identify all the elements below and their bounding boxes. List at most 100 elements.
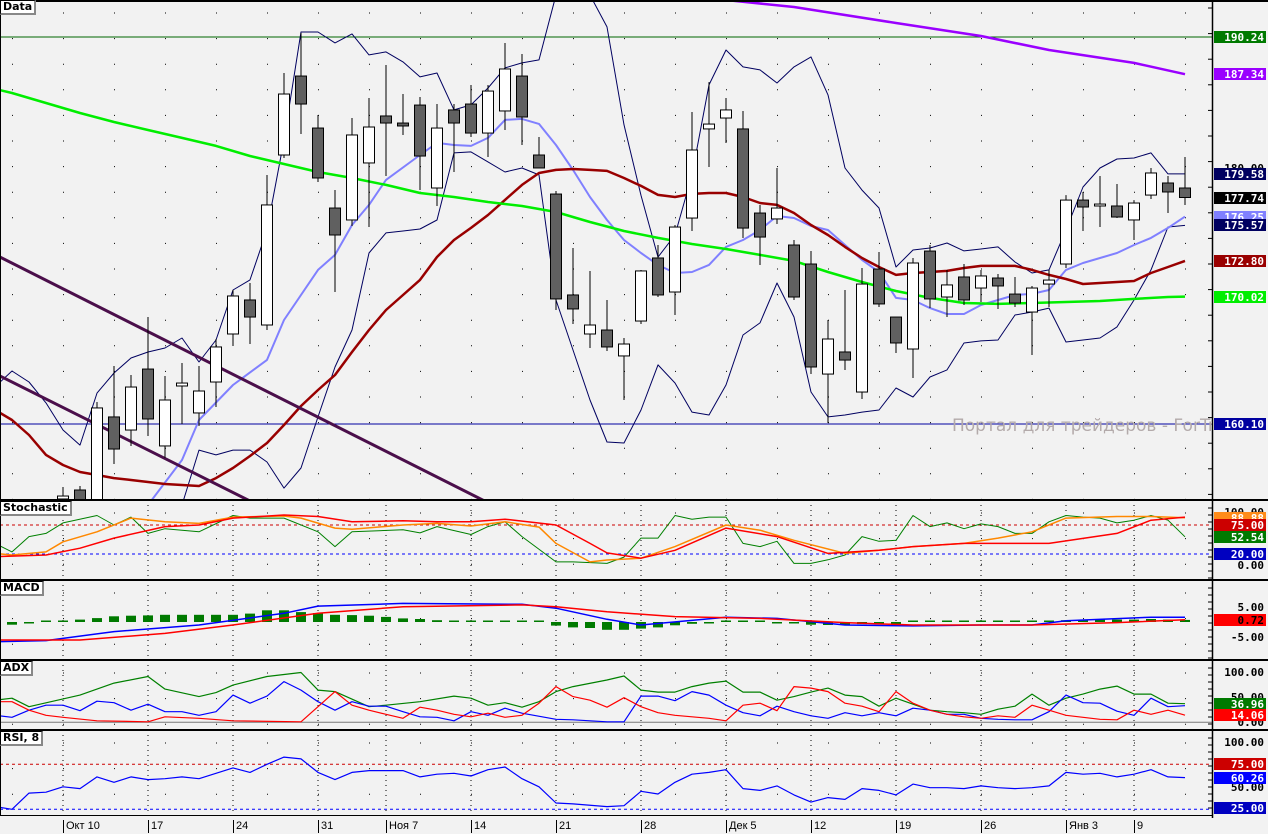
candle[interactable] (584, 270, 596, 348)
candle[interactable] (635, 270, 647, 324)
histogram-bar (721, 620, 731, 622)
candle[interactable] (533, 137, 545, 169)
candle[interactable] (414, 96, 426, 191)
histogram-bar (500, 620, 510, 622)
candle[interactable] (1043, 270, 1055, 308)
candle[interactable] (618, 337, 630, 400)
candle[interactable] (1009, 276, 1021, 308)
candle[interactable] (346, 118, 358, 227)
panel-title-rsi: RSI, 8 (0, 731, 44, 746)
date-tick-label: Окт 10 (63, 820, 100, 833)
histogram-bar (568, 622, 578, 628)
candle[interactable] (159, 375, 171, 459)
candle[interactable] (601, 299, 613, 351)
candle[interactable] (924, 245, 936, 309)
candle[interactable] (703, 82, 715, 167)
candle[interactable] (839, 289, 851, 370)
candle[interactable] (975, 270, 987, 303)
candle-body (856, 283, 868, 393)
candle[interactable] (907, 257, 919, 379)
candle[interactable] (856, 267, 868, 399)
axis-label-price: 179.58 (1214, 167, 1266, 181)
candle[interactable] (805, 251, 817, 375)
candle[interactable] (176, 363, 188, 424)
candle[interactable] (57, 487, 69, 503)
candle[interactable] (193, 365, 205, 427)
candle[interactable] (941, 270, 953, 318)
candle[interactable] (1162, 176, 1174, 214)
candle[interactable] (482, 85, 494, 158)
candle[interactable] (737, 110, 749, 238)
candle-body (210, 346, 222, 383)
candle[interactable] (567, 247, 579, 324)
candle-body (516, 75, 528, 118)
histogram-bar (194, 614, 204, 622)
candle[interactable] (397, 94, 409, 135)
histogram-bar (126, 615, 136, 622)
histogram-bar (58, 620, 68, 622)
candle[interactable] (465, 85, 477, 138)
candle-body (924, 250, 936, 300)
candle[interactable] (499, 43, 511, 130)
histogram-bar (1044, 620, 1054, 622)
candle[interactable] (754, 204, 766, 266)
grid-stochastic (0, 500, 1212, 580)
candle[interactable] (244, 283, 256, 345)
candle[interactable] (1128, 200, 1140, 241)
candle[interactable] (329, 190, 341, 293)
candle[interactable] (1026, 285, 1038, 356)
candle[interactable] (822, 319, 834, 423)
candle[interactable] (1145, 167, 1157, 200)
candle[interactable] (1179, 157, 1191, 205)
candle[interactable] (992, 274, 1004, 309)
candle[interactable] (210, 338, 222, 408)
candle[interactable] (771, 167, 783, 224)
histogram-bar (211, 614, 221, 622)
candle[interactable] (1077, 191, 1089, 232)
candle-body (1043, 279, 1055, 285)
candle[interactable] (1094, 176, 1106, 228)
candle[interactable] (1060, 195, 1072, 268)
date-tick-label: 17 (148, 820, 163, 833)
candle[interactable] (448, 104, 460, 172)
candle[interactable] (1111, 184, 1123, 219)
candle[interactable] (125, 374, 137, 446)
date-tick-label: 24 (233, 820, 248, 833)
candle-body (125, 386, 137, 431)
candle[interactable] (312, 114, 324, 182)
candle[interactable] (261, 175, 273, 331)
candle[interactable] (669, 224, 681, 315)
candle[interactable] (550, 190, 562, 310)
candle[interactable] (686, 111, 698, 232)
candle[interactable] (890, 316, 902, 353)
histogram-bar (143, 615, 153, 622)
candle[interactable] (295, 33, 307, 134)
histogram-bar (687, 622, 697, 624)
candle[interactable] (873, 251, 885, 308)
candle[interactable] (720, 97, 732, 144)
candle[interactable] (363, 97, 375, 228)
candle[interactable] (142, 317, 154, 436)
histogram-bar (75, 619, 85, 622)
axis-label-price: 177.74 (1214, 191, 1266, 205)
candle-body (669, 226, 681, 293)
axis-label-rsi: 25.00 (1214, 802, 1266, 815)
candle-body (74, 489, 86, 500)
candle[interactable] (431, 104, 443, 206)
candle[interactable] (516, 53, 528, 145)
candle[interactable] (788, 240, 800, 300)
candle[interactable] (958, 264, 970, 305)
axis-label-price: 160.10 (1214, 418, 1266, 431)
axis-label-rsi: 100.00 (1224, 735, 1264, 749)
candle[interactable] (278, 72, 290, 158)
date-tick-label: Янв 3 (1066, 820, 1098, 833)
candle[interactable] (652, 245, 664, 298)
candle[interactable] (74, 486, 86, 505)
candle[interactable] (108, 365, 120, 465)
histogram-bar (959, 620, 969, 622)
candle[interactable] (380, 64, 392, 177)
candle[interactable] (91, 402, 103, 530)
candle[interactable] (227, 289, 239, 347)
histogram-bar (585, 622, 595, 628)
